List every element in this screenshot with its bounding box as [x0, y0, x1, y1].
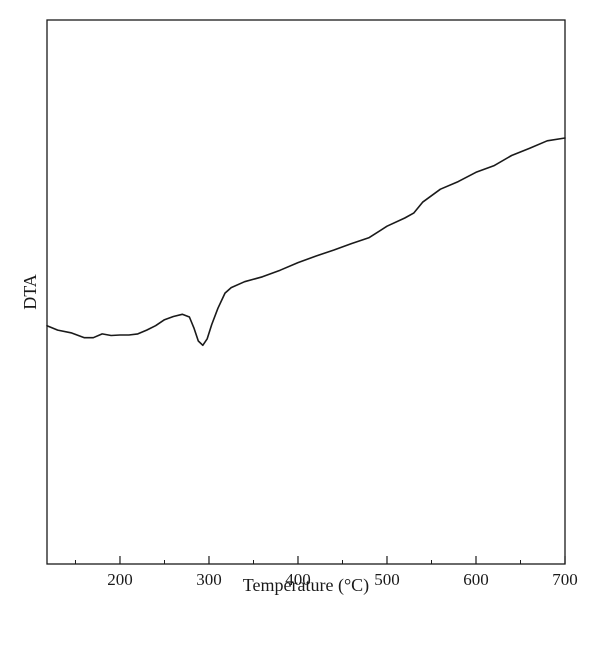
x-axis-ticks: [74, 556, 566, 564]
x-tick-label: 500: [374, 570, 400, 589]
x-tick-label: 400: [285, 570, 311, 589]
x-axis-tick-labels: 200 300 400 500 600 700: [107, 570, 578, 589]
x-axis-title: Temperature (°C): [243, 575, 369, 596]
x-tick-label: 200: [107, 570, 133, 589]
x-tick-label: 300: [196, 570, 222, 589]
dta-series-line: [46, 137, 566, 347]
x-tick-label: 600: [463, 570, 489, 589]
x-tick-label: 700: [552, 570, 578, 589]
y-axis-title: DTA: [20, 274, 40, 310]
plot-frame: [46, 19, 566, 565]
